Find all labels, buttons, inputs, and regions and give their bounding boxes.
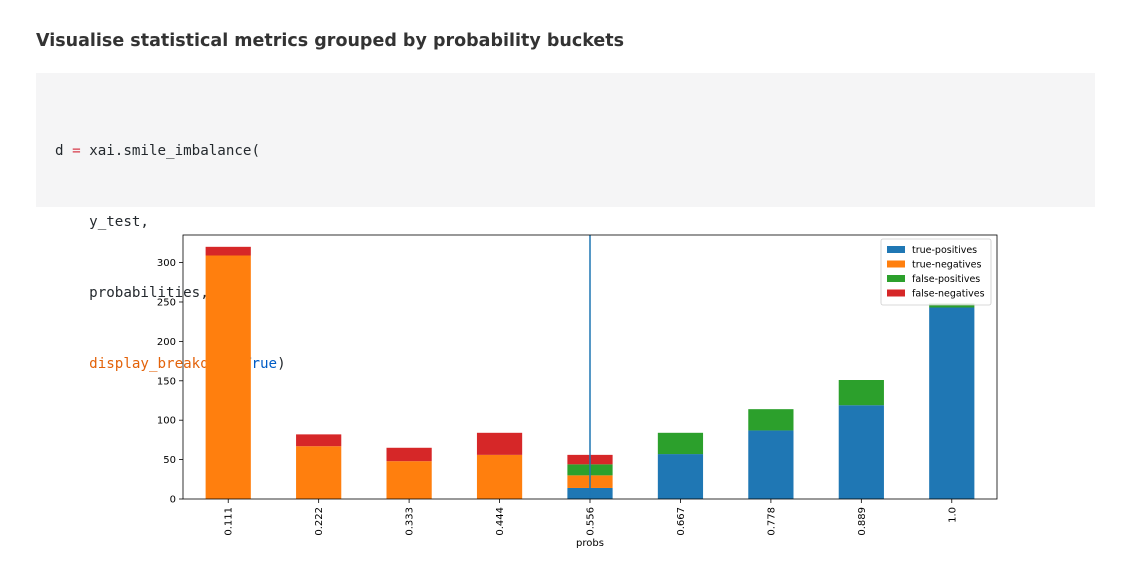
code-function-call: xai.smile_imbalance( <box>89 143 261 160</box>
y-tick-label-50: 50 <box>163 455 176 466</box>
bar-true-negatives-0.333 <box>386 461 432 499</box>
legend-label-true-negatives: true-negatives <box>912 260 981 271</box>
legend-label-false-negatives: false-negatives <box>912 289 985 300</box>
bar-false-negatives-0.444 <box>476 432 523 455</box>
bar-false-negatives-0.222 <box>296 434 342 447</box>
code-argument-y-test: y_test, <box>89 213 149 230</box>
code-variable: d <box>55 143 64 160</box>
legend-label-false-positives: false-positives <box>912 274 980 285</box>
y-tick-label-150: 150 <box>157 376 176 387</box>
bar-true-positives-0.889 <box>838 405 884 499</box>
bar-true-positives-1.0 <box>929 307 975 499</box>
y-tick-label-300: 300 <box>157 258 176 269</box>
legend-swatch-true-positives <box>887 246 905 253</box>
code-cell: d = xai.smile_imbalance( y_test, probabi… <box>36 73 1095 372</box>
bar-true-positives-0.778 <box>748 430 794 499</box>
legend-swatch-true-negatives <box>887 260 905 268</box>
bar-false-negatives-0.111 <box>205 246 251 256</box>
code-line-1: d = xai.smile_imbalance( <box>55 140 1095 164</box>
x-tick-label-0.667: 0.667 <box>676 507 687 536</box>
bar-true-negatives-0.222 <box>296 446 342 499</box>
code-param-name: display_breakdown <box>89 355 235 372</box>
chart-container: 0 50 100 150 200 250 300 0.111 0.222 0.333 0.444 0.… <box>140 225 1020 555</box>
x-tick-label-0.444: 0.444 <box>495 507 506 536</box>
legend-box <box>880 238 992 306</box>
y-tick-label-0: 0 <box>170 495 176 506</box>
bar-true-positives-0.667 <box>657 454 704 499</box>
bar-true-negatives-0.111 <box>205 255 251 499</box>
stacked-bar-chart: 0 50 100 150 200 250 300 0.111 0.222 0.333 0.444 0.… <box>157 234 998 549</box>
bar-false-positives-1.0 <box>929 303 975 308</box>
x-tick-label-0.333: 0.333 <box>405 507 416 536</box>
bar-false-negatives-0.333 <box>386 447 432 462</box>
section-heading: Visualise statistical metrics grouped by… <box>36 31 625 51</box>
code-line-2: y_test, <box>55 211 1095 235</box>
y-tick-label-100: 100 <box>157 416 176 427</box>
legend-label-true-positives: true-positives <box>912 245 977 256</box>
bar-false-positives-0.778 <box>748 409 794 431</box>
bar-false-positives-0.889 <box>838 380 884 406</box>
x-tick-label-0.556: 0.556 <box>586 507 597 536</box>
x-tick-label-0.111: 0.111 <box>224 507 235 536</box>
y-tick-label-250: 250 <box>157 297 176 308</box>
legend-swatch-false-negatives <box>887 289 905 297</box>
bar-false-positives-0.667 <box>657 432 704 455</box>
bar-true-negatives-0.444 <box>476 454 523 499</box>
x-tick-label-0.778: 0.778 <box>766 507 777 536</box>
x-tick-label-1.0: 1.0 <box>947 507 958 523</box>
x-tick-label-0.889: 0.889 <box>857 507 868 536</box>
x-tick-label-0.222: 0.222 <box>314 507 325 536</box>
code-argument-probabilities: probabilities, <box>89 284 209 301</box>
code-line-3: probabilities, <box>55 282 1095 306</box>
y-tick-label-200: 200 <box>157 337 176 348</box>
x-axis-label: probs <box>576 538 604 549</box>
legend-swatch-false-positives <box>887 275 905 282</box>
code-param-value: True <box>242 355 278 372</box>
code-operator: = <box>72 143 81 160</box>
code-close-paren: ) <box>277 355 286 372</box>
